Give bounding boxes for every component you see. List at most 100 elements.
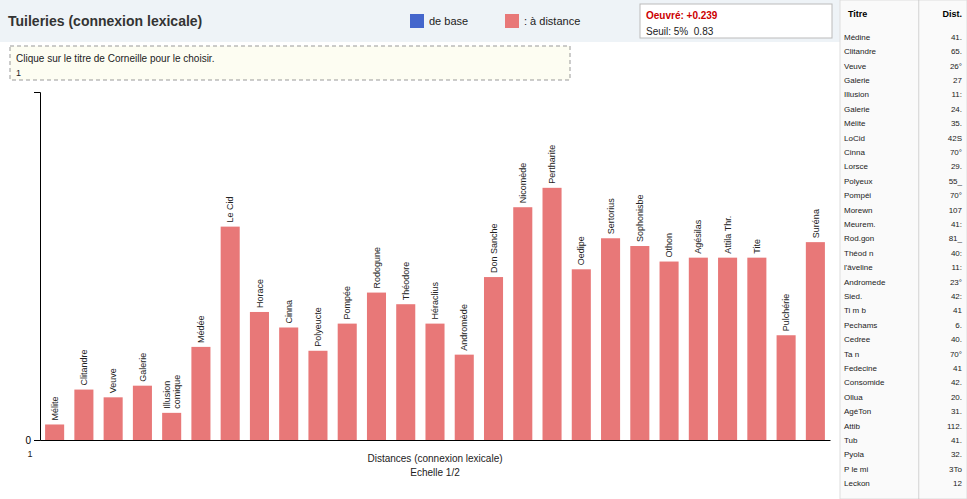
axis-marker: 1 xyxy=(27,449,32,459)
bar xyxy=(279,327,298,440)
table-cell: Consomide xyxy=(844,378,885,387)
bar xyxy=(513,207,532,440)
table-cell: Galerie xyxy=(844,105,870,114)
bar-label: Sophonisbe xyxy=(635,194,645,242)
y-axis: 0 xyxy=(25,93,40,446)
bar xyxy=(484,277,503,440)
bar-label: Attila Thr. xyxy=(723,216,733,254)
table-cell: 70° xyxy=(950,148,962,157)
table-header: Titre xyxy=(848,9,867,19)
table-cell: 11: xyxy=(951,90,962,99)
table-cell: Pechams xyxy=(844,321,877,330)
table-cell: 35. xyxy=(951,119,962,128)
bar xyxy=(601,238,620,440)
status-box xyxy=(640,4,832,38)
table-cell: 41 xyxy=(953,364,962,373)
bar xyxy=(630,246,649,440)
bar-label: Médée xyxy=(196,315,206,343)
bar xyxy=(191,347,210,440)
info-text: 1 xyxy=(16,68,21,78)
bar xyxy=(45,424,64,440)
table-cell: Leckon xyxy=(844,479,870,488)
bar-label: Pertharite xyxy=(547,145,557,184)
bar xyxy=(777,335,796,440)
bar-label: Pulchérie xyxy=(781,294,791,332)
header-band xyxy=(0,0,840,42)
table-cell: Illusion xyxy=(844,90,869,99)
table-cell: 40. xyxy=(951,335,962,344)
bar-label: Théodore xyxy=(401,262,411,301)
table-cell: 41: xyxy=(951,220,962,229)
table-cell: 23° xyxy=(950,278,962,287)
table-cell: Pyola xyxy=(844,450,865,459)
table-cell: 112. xyxy=(947,422,962,431)
table-cell: Lorsce xyxy=(844,162,869,171)
bar-label: Galerie xyxy=(138,353,148,382)
bar-label: Veuve xyxy=(108,368,118,393)
bar xyxy=(162,413,181,440)
y-tick-mark xyxy=(34,440,40,441)
bar xyxy=(308,351,327,440)
bar-label: Héraclius xyxy=(430,282,440,320)
table-cell: P le mi xyxy=(844,465,869,474)
status-text: Oeuvré: +0.239 xyxy=(646,10,718,21)
legend-entry: : à distance xyxy=(505,14,580,28)
table-cell: 70° xyxy=(950,350,962,359)
table-cell: Cinna xyxy=(844,148,865,157)
table-cell: Polyeux xyxy=(844,177,872,186)
bar xyxy=(660,262,679,440)
bar xyxy=(104,397,123,440)
bar xyxy=(718,258,737,440)
y-tick-label: 0 xyxy=(25,435,31,446)
legend-swatch xyxy=(505,14,519,28)
bar-label: Tite xyxy=(752,239,762,254)
bar xyxy=(250,312,269,440)
table-cell: AgéTon xyxy=(844,407,871,416)
bar-label: Nicomède xyxy=(518,163,528,204)
table-cell: 55_ xyxy=(949,177,963,186)
bar xyxy=(338,324,357,440)
table-cell: Ta n xyxy=(844,350,859,359)
legend-label: de base xyxy=(429,15,468,27)
table-cell: 26° xyxy=(950,62,962,71)
bar-label: Oedipe xyxy=(576,236,586,265)
table-cell: Cedree xyxy=(844,335,871,344)
table-cell: Ollua xyxy=(844,393,863,402)
bar-label: Clitandre xyxy=(79,350,89,386)
table-cell: 107 xyxy=(949,206,963,215)
table-cell: Veuve xyxy=(844,62,867,71)
legend-swatch xyxy=(410,14,424,28)
table-cell: Médine xyxy=(844,33,871,42)
x-axis xyxy=(41,440,831,441)
y-axis-line xyxy=(34,93,41,441)
info-box xyxy=(10,46,570,80)
status-text: Seuil: 5% 0.83 xyxy=(646,26,714,37)
bar xyxy=(572,269,591,440)
table-cell: Rod.gon xyxy=(844,234,874,243)
x-axis-line xyxy=(41,440,831,441)
bar-label: Sertorius xyxy=(606,198,616,235)
table-cell: 6. xyxy=(955,321,962,330)
table-cell: 42. xyxy=(951,378,962,387)
table-cell: 42S xyxy=(948,134,962,143)
bar xyxy=(689,258,708,440)
table-cell: Sied. xyxy=(844,292,862,301)
table-cell: 41 xyxy=(953,306,962,315)
bar-label: Horace xyxy=(255,279,265,308)
y-tick: 0 xyxy=(25,435,40,446)
bar-label: Rodogune xyxy=(372,247,382,289)
table-cell: 70° xyxy=(950,191,962,200)
table-cell: Mélite xyxy=(844,119,866,128)
table-cell: LoCid xyxy=(844,134,865,143)
table-cell: 32. xyxy=(951,450,962,459)
chart-title: Tuileries (connexion lexicale) xyxy=(8,13,202,29)
table-cell: 12 xyxy=(953,479,962,488)
bar xyxy=(425,324,444,440)
bar xyxy=(806,242,825,440)
table-cell: 27 xyxy=(953,76,962,85)
table-cell: Galerie xyxy=(844,76,870,85)
table-cell: Ti m b xyxy=(844,306,866,315)
legend-entry: de base xyxy=(410,14,468,28)
table-cell: Meurem. xyxy=(844,220,876,229)
x-axis-title: Distances (connexion lexicale)Echelle 1/… xyxy=(367,453,502,478)
